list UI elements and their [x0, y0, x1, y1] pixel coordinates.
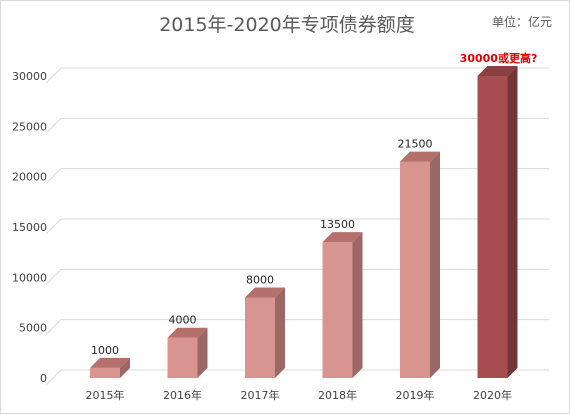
data-label: 1000 — [91, 344, 119, 357]
gridline-5000 — [45, 319, 549, 336]
gridline-15000 — [45, 218, 549, 235]
bar-top — [90, 357, 130, 368]
data-label: 13500 — [320, 218, 355, 231]
bar-2017年 — [245, 287, 285, 378]
y-tick-label: 15000 — [12, 221, 47, 234]
bar-2020年 — [477, 66, 518, 378]
bar-side — [275, 287, 285, 378]
bar-front — [167, 337, 198, 378]
bar-2015年 — [90, 357, 130, 378]
bars — [90, 66, 518, 378]
bar-front — [477, 76, 508, 378]
bar-front — [322, 242, 353, 378]
y-tick-label: 30000 — [12, 70, 47, 83]
bar-top — [477, 66, 518, 76]
gridline-10000 — [45, 268, 549, 285]
data-labels: 1000 4000 8000 13500 21500 30000或更高? — [91, 51, 537, 357]
bar-top — [400, 151, 440, 162]
bar-top — [245, 287, 285, 298]
x-category-label: 2017年 — [241, 388, 280, 402]
x-category-label: 2016年 — [163, 388, 202, 402]
y-tick-label: 25000 — [12, 120, 47, 133]
bar-front — [400, 161, 430, 378]
gridline-20000 — [45, 168, 549, 185]
data-label: 21500 — [398, 138, 433, 151]
y-tick-label: 0 — [40, 372, 47, 385]
bar-side — [507, 66, 518, 378]
gridline-25000 — [45, 117, 549, 134]
x-axis-categories: 2015年 2016年 2017年 2018年 2019年 2020年 — [86, 388, 513, 402]
bar-top — [167, 327, 208, 338]
unit-label: 单位：亿元 — [492, 14, 552, 29]
data-label: 4000 — [169, 314, 197, 327]
y-tick-label: 20000 — [12, 171, 47, 184]
x-category-label: 2015年 — [86, 388, 125, 402]
bar-2019年 — [400, 151, 440, 378]
bar-side — [352, 232, 363, 378]
bar-top — [322, 232, 363, 243]
bar-side — [197, 327, 208, 378]
x-category-label: 2020年 — [473, 388, 512, 402]
bar-2018年 — [322, 232, 363, 378]
bar-side — [430, 151, 440, 378]
bar-front — [245, 297, 275, 378]
data-label: 30000或更高? — [460, 51, 538, 65]
gridline-0 — [45, 369, 549, 386]
y-tick-label: 10000 — [12, 271, 47, 284]
bar-side — [120, 357, 130, 378]
bar-front — [90, 367, 120, 378]
bar-2016年 — [167, 327, 208, 378]
chart-title: 2015年-2020年专项债券额度 — [159, 14, 415, 36]
gridlines — [45, 67, 549, 386]
x-category-label: 2018年 — [318, 388, 357, 402]
y-axis-ticks: 0 5000 10000 15000 20000 25000 30000 — [12, 70, 47, 385]
data-label: 8000 — [246, 273, 274, 286]
gridline-30000 — [45, 67, 549, 84]
y-tick-label: 5000 — [19, 322, 47, 335]
x-category-label: 2019年 — [396, 388, 435, 402]
